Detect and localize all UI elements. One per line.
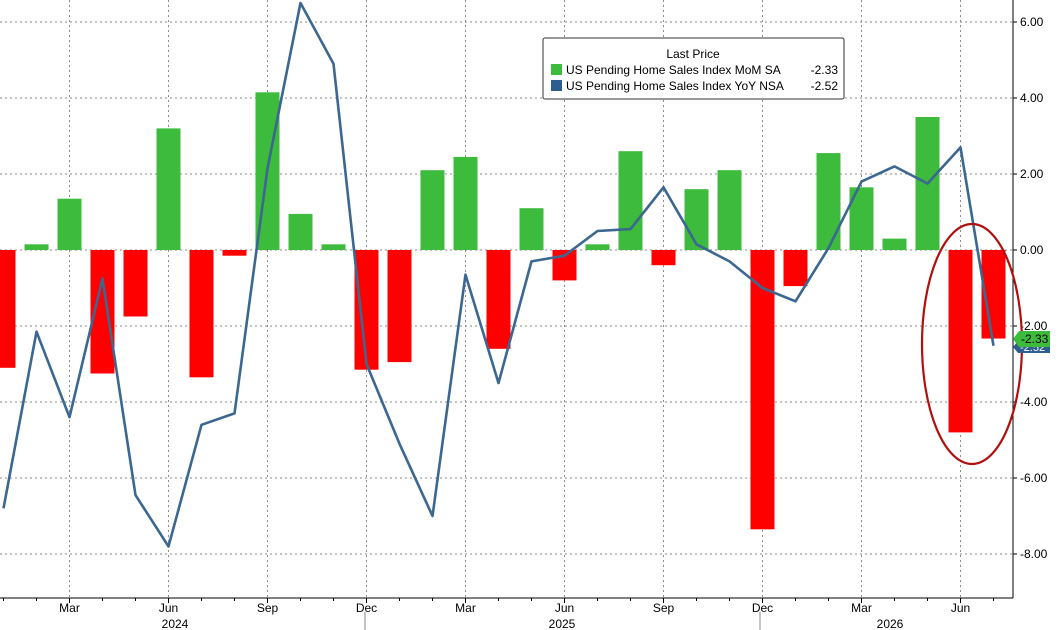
mom-bar: [387, 250, 412, 363]
mom-bar: [783, 250, 808, 287]
legend-label-mom: US Pending Home Sales Index MoM SA: [566, 63, 781, 77]
x-tick-label: Jun: [555, 601, 574, 615]
mom-bar: [288, 213, 313, 250]
x-year-label: 2026: [877, 617, 904, 630]
mom-bar: [486, 250, 511, 349]
x-tick-label: Dec: [356, 601, 377, 615]
mom-bar: [651, 250, 676, 266]
mom-bar: [123, 250, 148, 317]
mom-bar: [717, 170, 742, 250]
y-tick-label: 2.00: [1020, 167, 1044, 181]
y-tick-label: -8.00: [1020, 547, 1048, 561]
legend-label-yoy: US Pending Home Sales Index YoY NSA: [566, 79, 784, 93]
mom-bar: [882, 238, 907, 250]
y-tick-label: 4.00: [1020, 91, 1044, 105]
x-tick-label: Sep: [653, 601, 675, 615]
yoy-line: [2, 1, 995, 548]
y-tick-label: 0.00: [1020, 243, 1044, 257]
mom-bars: [0, 92, 1006, 530]
mom-bar: [24, 244, 49, 250]
x-tick-label: Sep: [257, 601, 279, 615]
mom-bar: [519, 208, 544, 250]
mom-bar: [750, 250, 775, 530]
x-tick-label: Mar: [59, 601, 80, 615]
mom-bar: [189, 250, 214, 378]
last-value-tags: -2.52 -2.33: [1013, 331, 1050, 354]
mom-last-tag-text: -2.33: [1021, 332, 1049, 346]
mom-bar: [57, 198, 82, 250]
mom-bar: [618, 151, 643, 250]
x-tick-label: Mar: [851, 601, 872, 615]
mom-bar: [453, 156, 478, 250]
x-tick-label: Dec: [752, 601, 773, 615]
mom-bar: [816, 153, 841, 250]
y-tick-label: 6.00: [1020, 15, 1044, 29]
x-tick-label: Mar: [455, 601, 476, 615]
mom-bar: [321, 244, 346, 250]
x-year-label: 2024: [162, 617, 189, 630]
yoy-line-layer: [2, 1, 995, 548]
y-tick-label: -6.00: [1020, 471, 1048, 485]
legend-swatch-yoy: [551, 80, 562, 91]
mom-last-tag: [1013, 331, 1050, 347]
mom-bar: [948, 250, 973, 433]
mom-bar: [684, 189, 709, 250]
mom-bar: [0, 250, 16, 368]
y-tick-label: -2.00: [1020, 319, 1048, 333]
legend-box: [542, 37, 845, 100]
x-tick-label: Jun: [951, 601, 970, 615]
x-year-label: 2025: [549, 617, 576, 630]
y-tick-label: -4.00: [1020, 395, 1048, 409]
mom-bar: [354, 250, 379, 370]
legend-value-yoy: -2.52: [811, 79, 839, 93]
mom-bar: [585, 244, 610, 250]
legend-title: Last Price: [666, 47, 720, 61]
mom-bar: [156, 128, 181, 250]
legend-swatch-mom: [551, 64, 562, 75]
mom-bar: [222, 250, 247, 256]
mom-bar: [420, 170, 445, 250]
legend-value-mom: -2.33: [811, 63, 839, 77]
x-tick-label: Jun: [159, 601, 178, 615]
legend: Last Price US Pending Home Sales Index M…: [542, 37, 845, 100]
